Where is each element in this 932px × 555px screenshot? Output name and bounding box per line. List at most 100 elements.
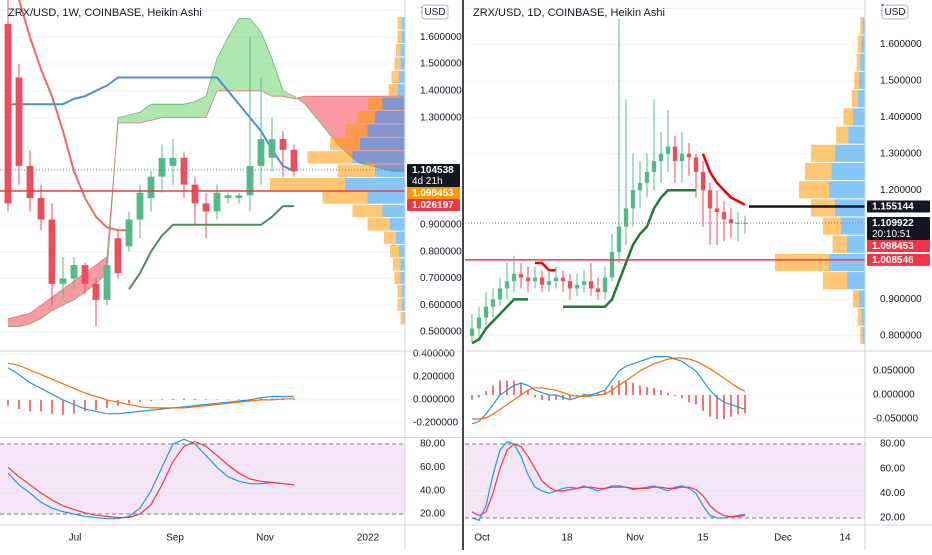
plot-area [465, 7, 865, 522]
candle-body [651, 161, 657, 172]
signal-line [472, 357, 746, 420]
volume-up [367, 218, 390, 231]
price-label: 1.026197 [412, 200, 454, 211]
macd-histogram-bar [18, 399, 20, 410]
macd-histogram-bar [7, 399, 9, 406]
price-tick-label: 1.400000 [420, 85, 462, 96]
volume-down [382, 204, 405, 218]
volume-up [367, 97, 383, 110]
signal-line [7, 362, 294, 409]
volume-down [399, 244, 405, 258]
volume-down [400, 43, 405, 57]
candle-body [136, 192, 144, 220]
candle-body [92, 283, 100, 300]
volume-down [360, 137, 405, 151]
candle-body [103, 265, 111, 300]
candle-body [483, 306, 489, 318]
volume-down [860, 53, 865, 71]
macd-histogram-bar [478, 395, 480, 398]
currency-label: USD [424, 7, 445, 18]
macd-histogram-bar [723, 395, 725, 420]
candle-body [700, 171, 706, 191]
volume-down [857, 90, 865, 108]
time-tick-label: Nov [256, 533, 274, 544]
candle-body [581, 281, 587, 285]
macd-histogram-bar [653, 387, 655, 396]
macd-histogram-bar [161, 399, 163, 400]
candle-body [728, 219, 734, 223]
cloud-segment [129, 112, 140, 124]
price-label-bg [867, 200, 930, 213]
volume-down [841, 217, 865, 235]
chart-title: ZRX/USD, 1W, COINBASE, Heikin Ashi [8, 7, 202, 19]
macd-histogram-bar [534, 395, 536, 398]
candle-body [202, 203, 210, 212]
candle-body [169, 157, 177, 166]
candle-body [609, 252, 615, 278]
volume-down [402, 285, 405, 298]
stoch-tick-label: 40.00 [880, 488, 905, 499]
candle-body [158, 157, 166, 177]
price-label-sub: 20:10:51 [872, 229, 911, 240]
candle-body [616, 226, 622, 253]
volume-up [330, 137, 360, 151]
volume-up [352, 204, 383, 218]
macd-histogram-bar [632, 383, 634, 396]
candle-body [147, 176, 155, 199]
volume-up [394, 271, 401, 285]
price-label-bg [867, 216, 930, 240]
candle-body [257, 139, 265, 166]
candle-body [679, 153, 685, 162]
candle-body [518, 273, 524, 278]
candle-body [658, 153, 664, 162]
volume-down [835, 144, 865, 162]
macd-histogram-bar [702, 395, 704, 411]
volume-up [397, 17, 402, 30]
volume-up [397, 285, 402, 298]
candle-body [574, 284, 580, 289]
stoch-k [471, 440, 746, 522]
candle-body [125, 219, 133, 247]
candle-body [595, 288, 601, 293]
volume-up [853, 290, 859, 308]
volume-down [835, 199, 865, 217]
macd-tick-label: 0.000000 [873, 390, 915, 401]
time-tick-label: 14 [839, 533, 851, 544]
stoch-d [7, 440, 295, 519]
volume-up [832, 235, 847, 253]
price-label-bg [867, 253, 930, 266]
candle-body [714, 208, 720, 213]
macd-histogram-bar [29, 399, 31, 412]
price-tick-label: 0.600000 [420, 300, 462, 311]
volume-up [357, 110, 375, 124]
price-tick-label: 1.300000 [880, 148, 922, 159]
candle-body [81, 265, 89, 284]
time-tick-label: Oct [474, 533, 490, 544]
volume-up [388, 84, 398, 97]
candle-body [4, 23, 12, 204]
macd-line [471, 356, 746, 425]
candle-body [532, 277, 538, 282]
cloud-segment [96, 257, 107, 284]
candle-body [37, 198, 45, 220]
macd-histogram-bar [709, 395, 711, 417]
macd-histogram-bar [293, 398, 295, 400]
time-tick-label: Sep [166, 533, 184, 544]
indicator-line [8, 76, 295, 173]
candle-body [546, 281, 552, 285]
volume-up [391, 70, 399, 84]
macd-histogram-bar [40, 399, 42, 412]
volume-down [403, 311, 405, 325]
macd-histogram-bar [106, 399, 108, 408]
price-tick-label: 0.800000 [420, 246, 462, 257]
currency-badge [421, 4, 449, 20]
volume-up [843, 108, 853, 126]
candle-body [180, 157, 188, 185]
candle-body [707, 190, 713, 209]
macd-histogram-bar [681, 395, 683, 399]
cloud-segment [316, 96, 327, 132]
volume-up [400, 311, 404, 325]
macd-histogram-bar [499, 380, 501, 396]
